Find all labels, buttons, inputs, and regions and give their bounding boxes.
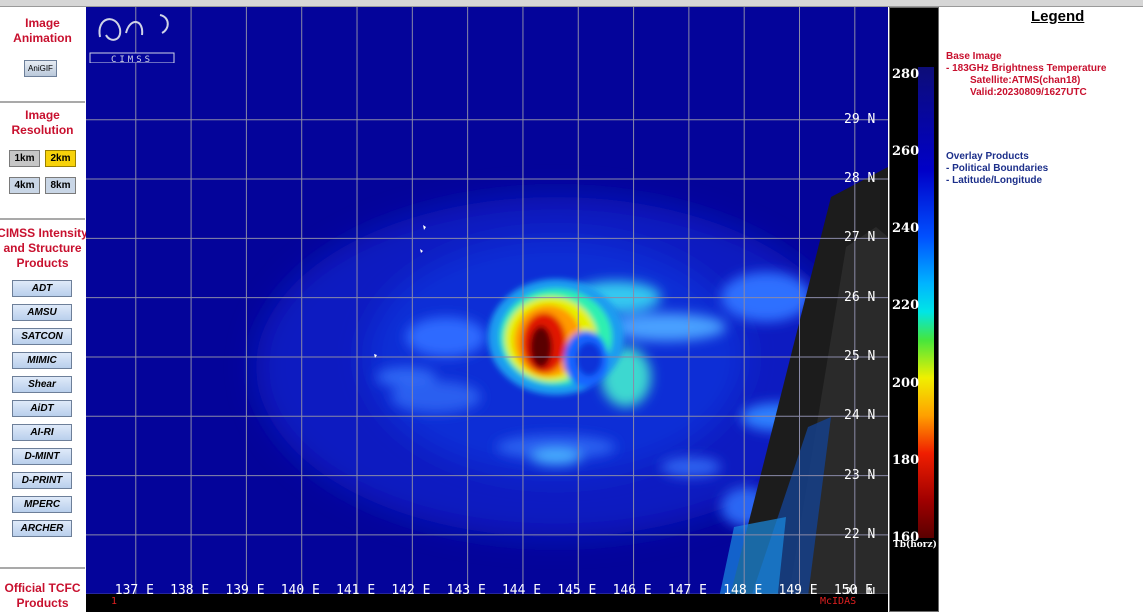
product-satcon-button[interactable]: SATCON bbox=[12, 328, 72, 345]
colorbar-unit: Tb(horz) bbox=[893, 540, 937, 550]
lat-label: 25 N bbox=[844, 348, 876, 364]
products-section: CIMSS Intensity and Structure Products bbox=[0, 226, 88, 271]
mcidas-footer: 1 McIDAS bbox=[86, 594, 888, 612]
res-4km-button[interactable]: 4km bbox=[9, 177, 40, 194]
top-bar bbox=[0, 0, 1143, 7]
legend-base-line1: - 183GHz Brightness Temperature bbox=[946, 63, 1107, 74]
official-section: Official TCFC Products bbox=[0, 581, 85, 611]
resolution-section: Image Resolution bbox=[0, 108, 85, 138]
legend-base-line3: Valid:20230809/1627UTC bbox=[970, 87, 1087, 98]
island-3 bbox=[374, 354, 377, 358]
colorbar-tick-label: 220 bbox=[892, 298, 920, 314]
legend-overlay-item: - Political Boundaries bbox=[946, 163, 1049, 174]
lat-label: 28 N bbox=[844, 171, 876, 186]
product-archer-button[interactable]: ARCHER bbox=[12, 520, 72, 537]
legend-overlay-item: - Latitude/Longitude bbox=[946, 175, 1043, 186]
resolution-title: Image Resolution bbox=[0, 108, 85, 138]
cimss-logo-text: CIMSS bbox=[111, 55, 153, 63]
divider-3 bbox=[0, 567, 85, 569]
frame-number: 1 bbox=[111, 596, 118, 607]
colorbar-tick-label: 160 bbox=[892, 530, 920, 545]
sidebar: Image Animation AniGIF Image Resolution … bbox=[0, 7, 88, 614]
products-title-line3: Products bbox=[16, 256, 69, 270]
product-ai-ri-button[interactable]: AI-RI bbox=[12, 424, 72, 441]
products-title: CIMSS Intensity and Structure Products bbox=[0, 226, 89, 271]
animation-section: Image Animation bbox=[0, 16, 85, 46]
eyewall bbox=[488, 279, 624, 395]
product-shear-button[interactable]: Shear bbox=[12, 376, 72, 393]
colorbar-tick-label: 180 bbox=[892, 452, 920, 468]
legend-base-line2: Satellite:ATMS(chan18) bbox=[970, 75, 1081, 86]
political-boundaries bbox=[374, 225, 426, 358]
official-title-line2: Products bbox=[16, 596, 69, 610]
cimss-logo: CIMSS bbox=[89, 14, 175, 63]
colorbar-tick-label: 280 bbox=[892, 66, 920, 82]
res-2km-button[interactable]: 2km bbox=[45, 150, 76, 167]
colorbar-tick-label: 240 bbox=[892, 221, 920, 237]
lat-label: 26 N bbox=[844, 289, 876, 305]
product-d-mint-button[interactable]: D-MINT bbox=[12, 448, 72, 465]
satellite-map[interactable]: CIMSS 29 N28 N27 N26 N25 N24 N23 N22 N21… bbox=[86, 7, 888, 612]
resolution-title-line2: Resolution bbox=[11, 123, 74, 137]
swath-edge bbox=[716, 167, 888, 612]
legend-title: Legend bbox=[1031, 8, 1085, 25]
res-8km-button[interactable]: 8km bbox=[45, 177, 76, 194]
lat-label: 22 N bbox=[844, 526, 876, 542]
animation-title-line2: Animation bbox=[13, 31, 72, 45]
product-d-print-button[interactable]: D-PRINT bbox=[12, 472, 72, 489]
mcidas-label: McIDAS bbox=[820, 596, 857, 607]
cimss-logo-band bbox=[89, 52, 175, 63]
animation-title: Image Animation bbox=[0, 16, 85, 46]
divider-1 bbox=[0, 101, 85, 103]
product-aidt-button[interactable]: AiDT bbox=[12, 400, 72, 417]
island-2 bbox=[420, 249, 423, 253]
colorbar-tick-label: 200 bbox=[892, 375, 920, 391]
colorbar-tick-label: 260 bbox=[892, 143, 920, 159]
products-title-line1: CIMSS Intensity bbox=[0, 226, 88, 240]
official-title-line1: Official TCFC bbox=[4, 581, 81, 595]
legend-base-heading: Base Image bbox=[946, 51, 1002, 62]
product-adt-button[interactable]: ADT bbox=[12, 280, 72, 297]
map-imagery bbox=[86, 7, 888, 612]
product-mimic-button[interactable]: MIMIC bbox=[12, 352, 72, 369]
lat-label: 24 N bbox=[844, 408, 876, 424]
legend-panel: Legend Base Image - 183GHz Brightness Te… bbox=[940, 7, 1143, 614]
resolution-title-line1: Image bbox=[25, 108, 60, 122]
products-title-line2: and Structure bbox=[3, 241, 82, 255]
official-title: Official TCFC Products bbox=[0, 581, 85, 611]
product-amsu-button[interactable]: AMSU bbox=[12, 304, 72, 321]
lat-label: 27 N bbox=[844, 230, 876, 246]
colorbar-gradient bbox=[918, 67, 934, 538]
res-1km-button[interactable]: 1km bbox=[9, 150, 40, 167]
cimss-logo-mark bbox=[90, 14, 174, 56]
product-mperc-button[interactable]: MPERC bbox=[12, 496, 72, 513]
legend-overlay-heading: Overlay Products bbox=[946, 151, 1029, 162]
animation-title-line1: Image bbox=[25, 16, 60, 30]
colorbar: 280 260 240 220 200 180 160 Tb(horz) bbox=[889, 7, 939, 612]
lat-label: 29 N bbox=[844, 111, 876, 127]
lat-label: 23 N bbox=[844, 467, 876, 483]
divider-2 bbox=[0, 218, 85, 220]
island-1 bbox=[423, 225, 426, 230]
anigif-button[interactable]: AniGIF bbox=[24, 60, 57, 77]
